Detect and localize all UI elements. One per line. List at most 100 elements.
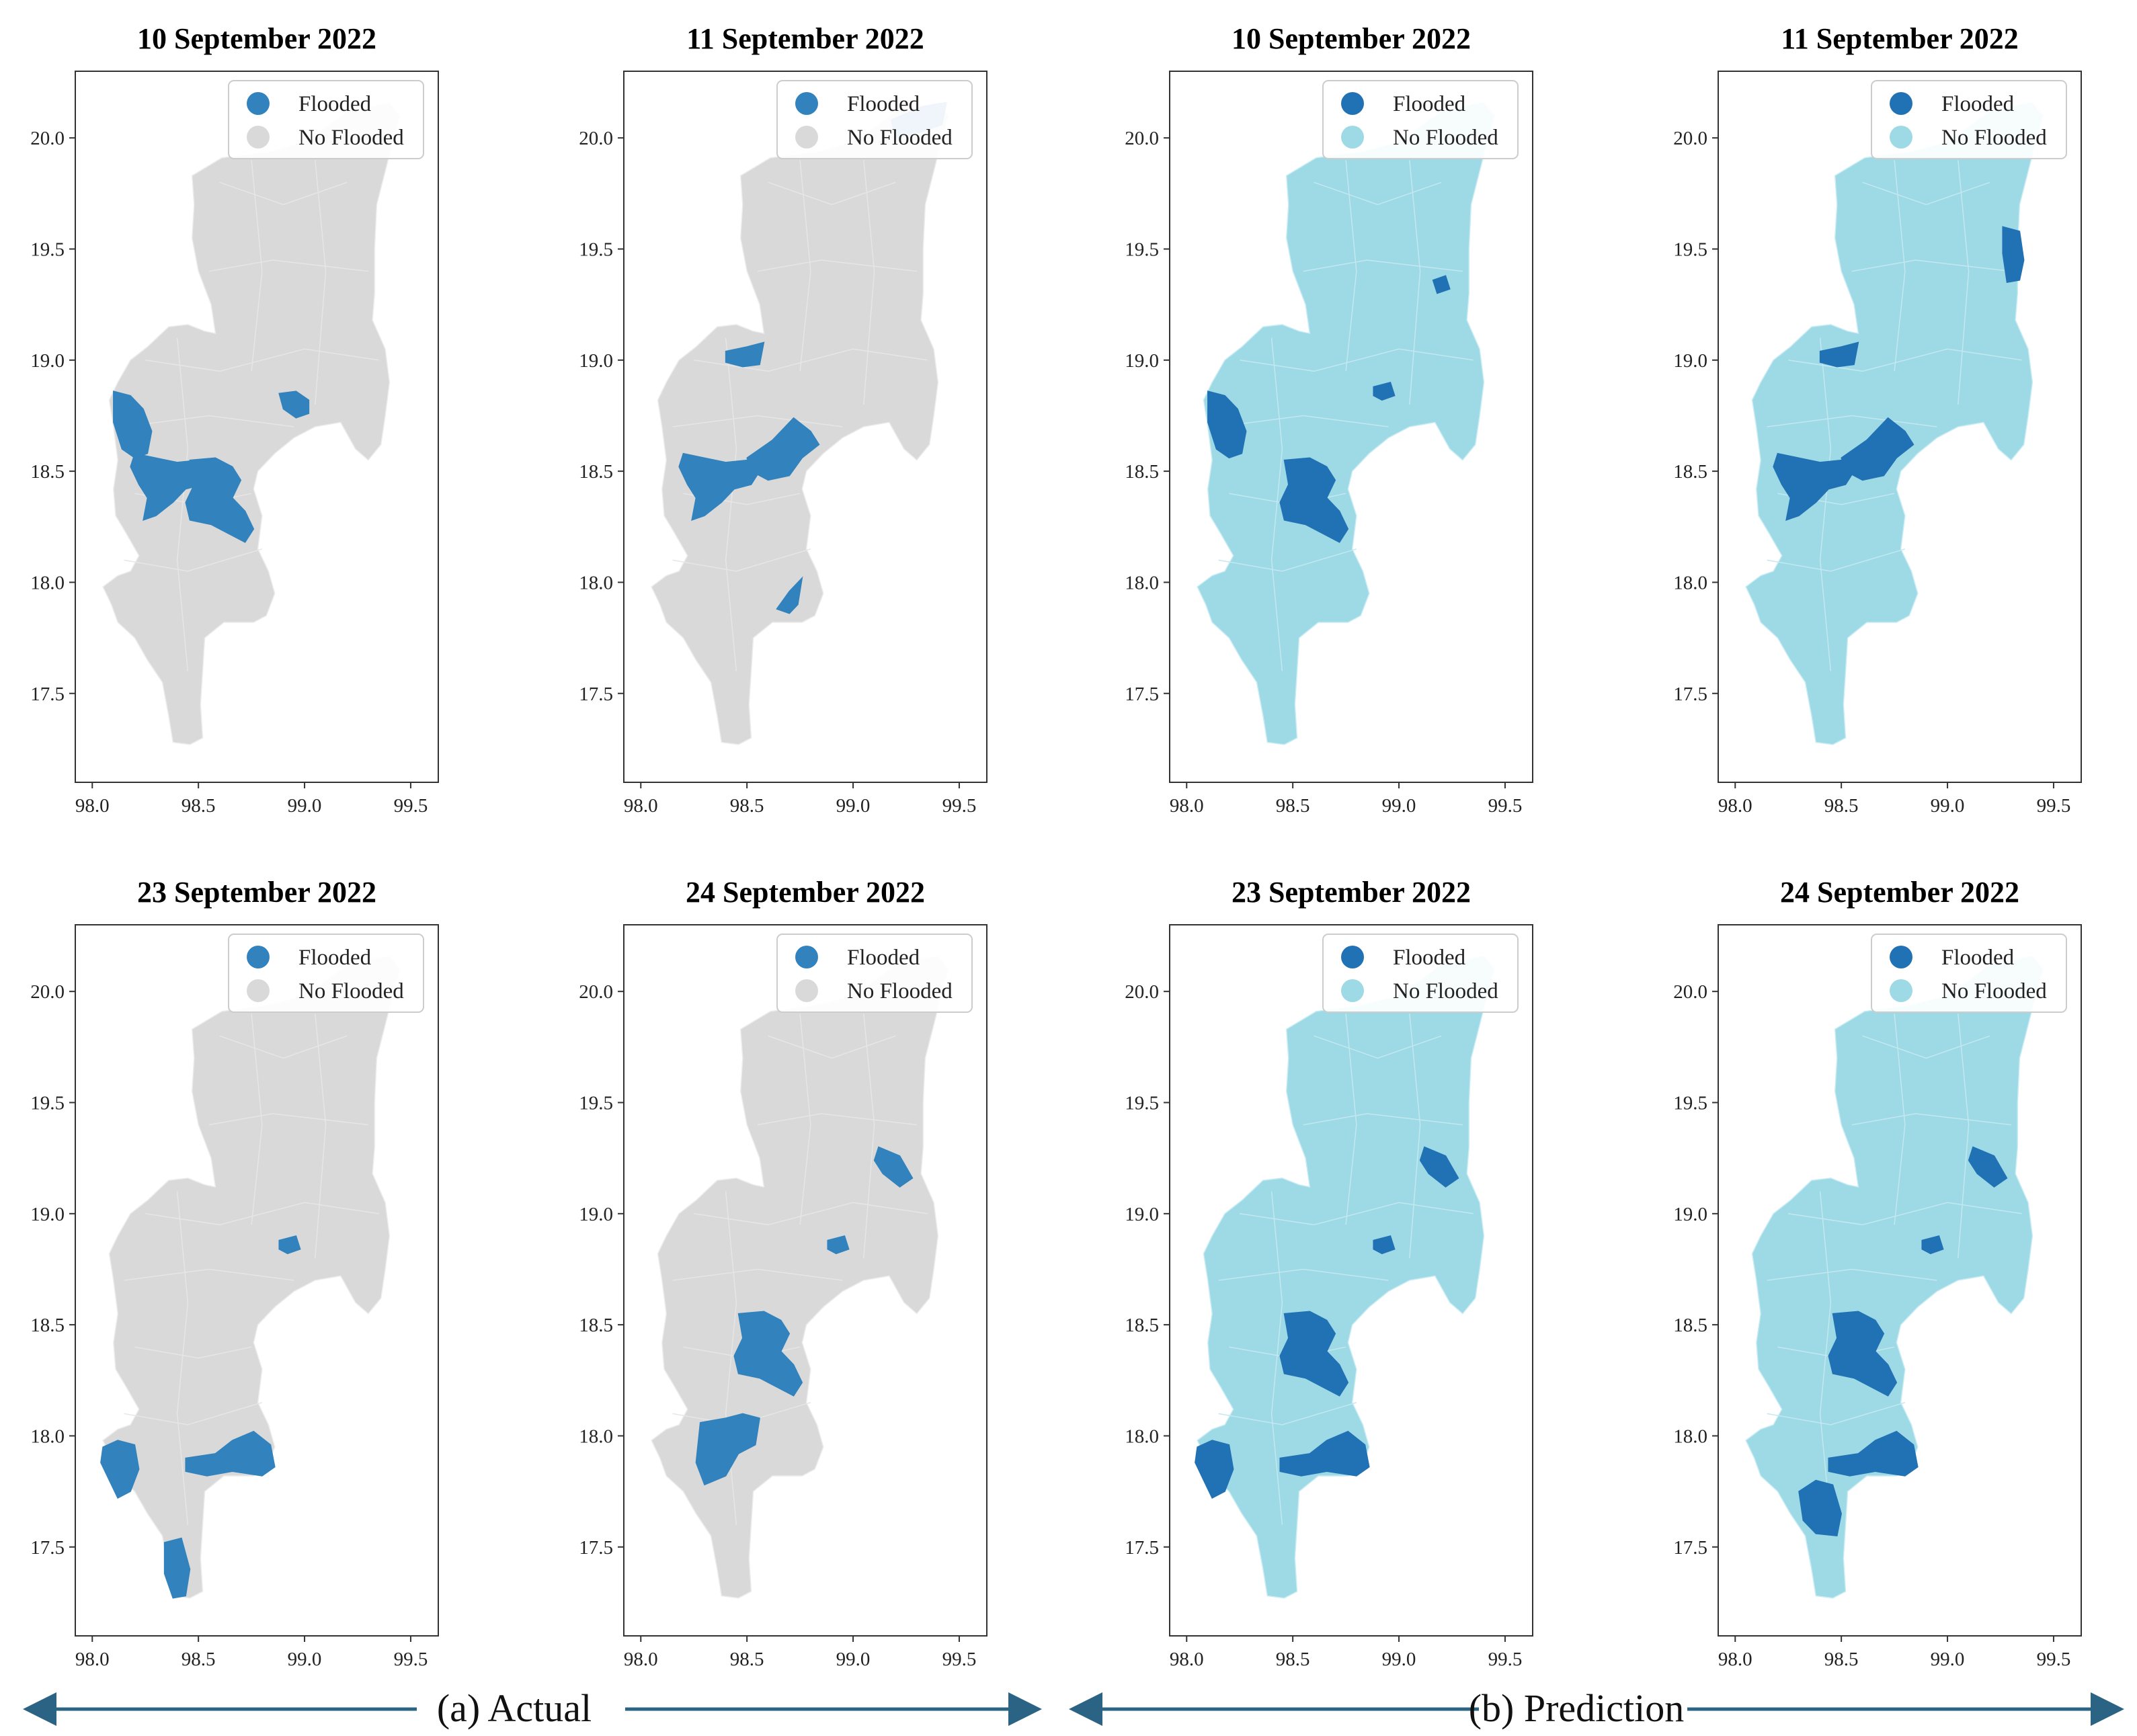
district-boundary: [176, 337, 189, 671]
x-tick-label: 99.0: [1382, 1649, 1416, 1670]
district-boundary: [672, 1268, 843, 1281]
legend-box: [228, 80, 424, 159]
group-label-text: (a) Actual: [437, 1686, 592, 1730]
legend-not-flooded-swatch: [247, 126, 270, 149]
flooded-zone-south-spot: [776, 576, 803, 614]
y-tick-label: 19.0: [1125, 1204, 1159, 1225]
district-boundary: [1958, 160, 1970, 405]
legend-box: [1322, 934, 1519, 1013]
district-boundary: [315, 160, 327, 405]
district-boundary: [1862, 181, 1990, 206]
district-boundary: [124, 548, 263, 572]
group-label-text: (b) Prediction: [1469, 1686, 1685, 1730]
y-tick-label: 20.0: [30, 981, 65, 1003]
x-tick-label: 99.5: [394, 1649, 428, 1670]
district-boundary: [1788, 348, 2022, 372]
district-boundary: [1303, 1113, 1463, 1126]
x-tick-label: 99.0: [288, 1649, 322, 1670]
district-boundary: [219, 1035, 348, 1059]
y-tick-label: 19.5: [1125, 239, 1159, 261]
y-tick-label: 17.5: [579, 1537, 613, 1559]
legend-box: [776, 80, 973, 159]
district-boundary: [725, 1191, 737, 1525]
x-tick-label: 99.0: [1931, 1649, 1965, 1670]
flooded-zone-south-east-patch: [1828, 1430, 1919, 1477]
legend-not-flooded-label: No Flooded: [1393, 979, 1498, 1003]
x-tick-label: 98.0: [1170, 1649, 1204, 1670]
map-panel-a1: 10 September 2022 98.0 98.5 99.0 99.5 17.5 18.…: [30, 22, 439, 817]
district-boundary: [1218, 548, 1357, 572]
district-boundary: [315, 1014, 327, 1258]
flooded-zone-north-west-spot: [725, 341, 765, 368]
y-tick-label: 18.5: [1125, 1315, 1159, 1336]
province-base-map: [1197, 101, 1496, 745]
x-tick-label: 98.0: [624, 795, 658, 817]
map-panel-p4: 24 September 2022 98.0 98.5 99.0 99.5 17.5 18.…: [1673, 876, 2082, 1670]
x-tick-label: 98.5: [1276, 1649, 1310, 1670]
district-boundary: [134, 1346, 252, 1359]
district-boundary: [251, 160, 263, 372]
province-base-map: [102, 101, 401, 745]
flooded-zone-east-spot: [1419, 1146, 1459, 1188]
legend-flooded-swatch: [1341, 946, 1364, 968]
y-tick-label: 19.0: [579, 350, 613, 372]
x-tick-label: 99.5: [1488, 795, 1523, 817]
legend-flooded-swatch: [1890, 92, 1912, 115]
district-boundary: [799, 160, 811, 372]
x-tick-label: 99.0: [288, 795, 322, 817]
x-tick-label: 99.5: [2037, 795, 2071, 817]
district-boundary: [1218, 1268, 1389, 1281]
legend-not-flooded-label: No Flooded: [298, 126, 404, 150]
flooded-zone-south-east-patch: [185, 1430, 276, 1477]
y-tick-label: 20.0: [30, 128, 65, 149]
district-boundary: [1894, 160, 1906, 372]
flooded-zone-city-spot: [827, 1235, 850, 1255]
legend-box: [228, 934, 424, 1013]
flooded-zone-central-south: [733, 1311, 803, 1397]
x-tick-label: 98.5: [182, 795, 216, 817]
legend-not-flooded-swatch: [1890, 126, 1912, 149]
legend-flooded-swatch: [795, 92, 818, 115]
district-boundary: [1894, 1014, 1906, 1225]
district-boundary: [1851, 1113, 2011, 1126]
legend-flooded-label: Flooded: [298, 92, 372, 116]
y-tick-label: 19.0: [1673, 350, 1707, 372]
y-tick-label: 19.0: [579, 1204, 613, 1225]
x-tick-label: 99.5: [2037, 1649, 2071, 1670]
flooded-zone-south-west-corner: [1195, 1440, 1234, 1499]
legend-not-flooded-label: No Flooded: [1393, 126, 1498, 150]
district-boundary: [672, 415, 843, 427]
flooded-zone-north-west-spot: [1819, 341, 1859, 368]
legend-not-flooded-swatch: [795, 126, 818, 149]
y-tick-label: 19.0: [30, 1204, 65, 1225]
y-tick-label: 19.5: [579, 1093, 613, 1114]
x-tick-label: 99.0: [1382, 795, 1416, 817]
legend-not-flooded-label: No Flooded: [298, 979, 404, 1003]
district-boundary: [768, 1035, 896, 1059]
y-tick-label: 18.0: [1673, 572, 1707, 593]
x-tick-label: 99.5: [942, 795, 977, 817]
flooded-zone-east-spot: [1968, 1146, 2008, 1188]
district-boundary: [863, 160, 875, 405]
x-tick-label: 98.5: [182, 1649, 216, 1670]
y-tick-label: 17.5: [579, 684, 613, 705]
legend-not-flooded-swatch: [1341, 979, 1364, 1002]
province-base-map: [1197, 955, 1496, 1599]
district-boundary: [1218, 415, 1389, 427]
legend-not-flooded-swatch: [1341, 126, 1364, 149]
map-legend: Flooded No Flooded: [1871, 80, 2067, 159]
y-tick-label: 17.5: [30, 684, 65, 705]
y-tick-label: 17.5: [1673, 1537, 1707, 1559]
x-tick-label: 98.5: [1824, 1649, 1859, 1670]
y-tick-label: 17.5: [1125, 684, 1159, 705]
map-panel-p1: 10 September 2022 98.0 98.5 99.0 99.5 17.5 18.…: [1125, 22, 1533, 817]
panel-title: 24 September 2022: [1780, 876, 2019, 909]
district-boundary: [672, 548, 811, 572]
y-tick-label: 17.5: [1673, 684, 1707, 705]
province-base-map: [102, 955, 401, 1599]
district-boundary: [757, 1113, 917, 1126]
district-boundary: [1314, 181, 1442, 206]
flooded-zone-south-east-patch: [1279, 1430, 1370, 1477]
y-tick-label: 18.5: [1673, 1315, 1707, 1336]
